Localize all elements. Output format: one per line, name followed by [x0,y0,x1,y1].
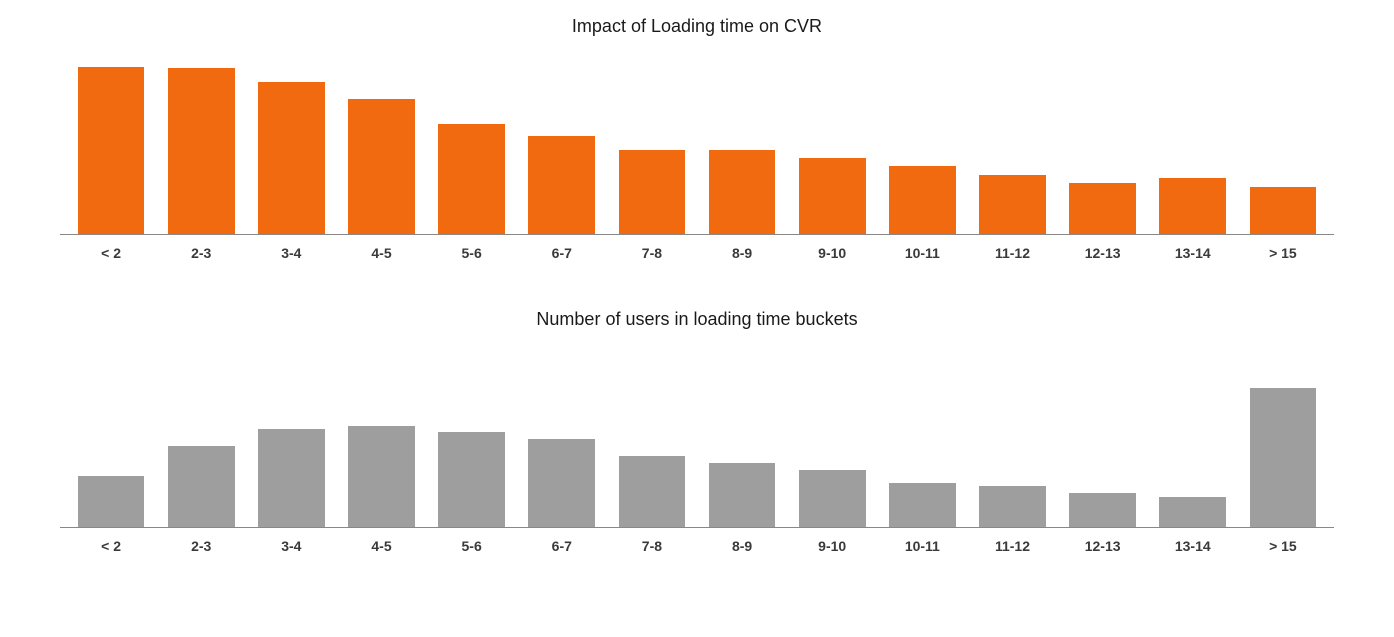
bar-slot [1238,358,1328,527]
chart1-bar [78,67,145,234]
x-axis-label: 12-13 [1058,538,1148,554]
bar-slot [787,358,877,527]
x-axis-label: 4-5 [336,245,426,261]
x-axis-label: 8-9 [697,538,787,554]
x-axis-label: < 2 [66,245,156,261]
bar-slot [336,358,426,527]
bar-slot [246,358,336,527]
chart2-bar [889,483,956,527]
chart1-bar [258,82,325,234]
bar-slot [156,358,246,527]
x-axis-label: 7-8 [607,538,697,554]
x-axis-label: 10-11 [877,245,967,261]
x-axis-label: < 2 [66,538,156,554]
chart1-bar [979,175,1046,234]
chart-users-xlabels: < 22-33-44-55-66-77-88-99-1010-1111-1212… [60,538,1334,554]
chart1-bar [889,166,956,234]
bar-slot [697,358,787,527]
x-axis-label: 12-13 [1058,245,1148,261]
chart1-bar [799,158,866,234]
bar-slot [967,358,1057,527]
x-axis-label: > 15 [1238,538,1328,554]
bar-slot [66,358,156,527]
chart2-bar [348,426,415,527]
bar-slot [967,65,1057,234]
chart2-bar [528,439,595,527]
x-axis-label: 6-7 [517,538,607,554]
bar-slot [877,65,967,234]
bar-slot [787,65,877,234]
chart-users-section: Number of users in loading time buckets … [60,309,1334,554]
bar-slot [66,65,156,234]
x-axis-label: 2-3 [156,245,246,261]
x-axis-label: 11-12 [967,245,1057,261]
bar-slot [517,65,607,234]
bar-slot [1058,65,1148,234]
x-axis-label: 3-4 [246,538,336,554]
x-axis-label: 5-6 [427,245,517,261]
chart2-bar [799,470,866,527]
x-axis-label: 3-4 [246,245,336,261]
bar-slot [1058,358,1148,527]
x-axis-label: 13-14 [1148,245,1238,261]
chart2-bar [168,446,235,527]
x-axis-label: 2-3 [156,538,246,554]
chart1-bar [1250,187,1317,234]
chart1-bar [168,68,235,234]
bar-slot [427,65,517,234]
chart2-bar [979,486,1046,527]
bar-slot [336,65,426,234]
chart-cvr-xlabels: < 22-33-44-55-66-77-88-99-1010-1111-1212… [60,245,1334,261]
chart-users-plot [60,358,1334,528]
x-axis-label: 4-5 [336,538,426,554]
chart1-bar [619,150,686,235]
x-axis-label: 9-10 [787,538,877,554]
bar-slot [607,65,697,234]
chart1-bar [528,136,595,234]
bar-slot [607,358,697,527]
bar-slot [1148,358,1238,527]
chart2-bar [1069,493,1136,527]
bar-slot [1238,65,1328,234]
chart1-bar [709,150,776,235]
chart1-bar [348,99,415,234]
chart2-bar [1159,497,1226,527]
x-axis-label: 9-10 [787,245,877,261]
x-axis-label: 6-7 [517,245,607,261]
x-axis-label: 7-8 [607,245,697,261]
bar-slot [427,358,517,527]
chart2-bar [1250,388,1317,527]
x-axis-label: 10-11 [877,538,967,554]
chart-cvr-title: Impact of Loading time on CVR [60,16,1334,37]
x-axis-label: > 15 [1238,245,1328,261]
chart1-bar [438,124,505,234]
chart-users-title: Number of users in loading time buckets [60,309,1334,330]
x-axis-label: 13-14 [1148,538,1238,554]
chart2-bar [438,432,505,527]
bar-slot [246,65,336,234]
chart-cvr-section: Impact of Loading time on CVR < 22-33-44… [60,10,1334,261]
x-axis-label: 11-12 [967,538,1057,554]
bar-slot [877,358,967,527]
chart2-bar [709,463,776,527]
bar-slot [517,358,607,527]
chart1-bar [1069,183,1136,234]
chart-cvr-plot [60,65,1334,235]
x-axis-label: 8-9 [697,245,787,261]
bar-slot [1148,65,1238,234]
chart2-bar [78,476,145,527]
chart2-bar [619,456,686,527]
chart1-bar [1159,178,1226,234]
chart2-bar [258,429,325,527]
bar-slot [156,65,246,234]
x-axis-label: 5-6 [427,538,517,554]
bar-slot [697,65,787,234]
